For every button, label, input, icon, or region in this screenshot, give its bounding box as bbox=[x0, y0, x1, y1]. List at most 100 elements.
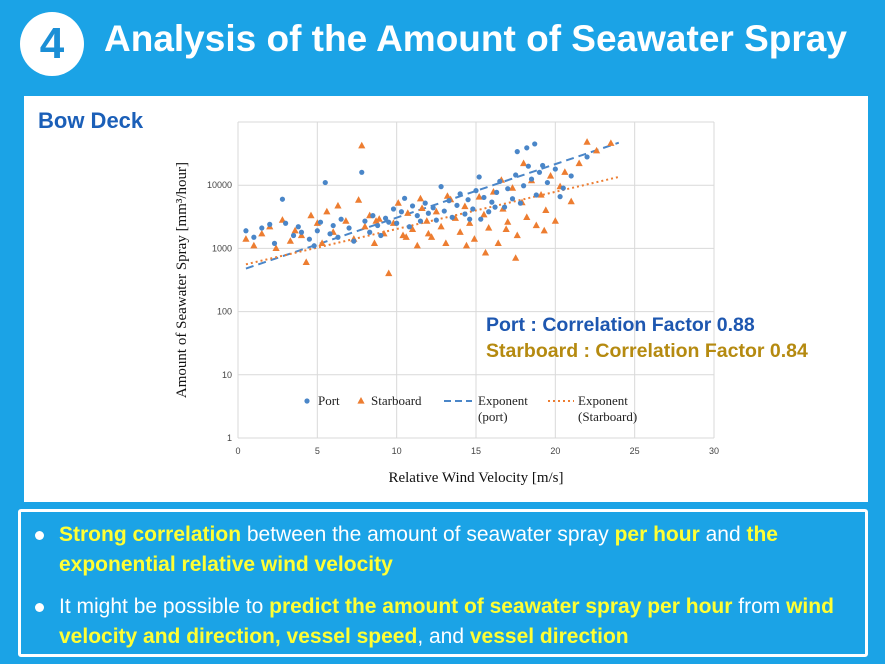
port-point bbox=[489, 199, 495, 205]
bullet-text-segment: , and bbox=[417, 625, 470, 648]
starboard-point bbox=[437, 222, 445, 230]
starboard-point bbox=[443, 192, 452, 199]
port-point bbox=[528, 176, 535, 182]
starboard-point bbox=[358, 141, 366, 149]
bullet-text-segment: It might be possible to bbox=[59, 595, 270, 618]
starboard-point bbox=[404, 209, 412, 216]
port-point bbox=[394, 220, 400, 226]
port-point bbox=[514, 149, 520, 155]
port-point bbox=[375, 222, 381, 229]
port-point bbox=[259, 225, 265, 231]
starboard-point bbox=[413, 241, 421, 249]
port-point bbox=[351, 238, 357, 244]
port-point bbox=[243, 228, 249, 234]
starboard-point bbox=[318, 239, 326, 246]
starboard-point bbox=[537, 190, 545, 198]
x-tick-label: 20 bbox=[550, 446, 560, 456]
starboard-point bbox=[462, 241, 471, 249]
port-point bbox=[473, 188, 479, 194]
port-point bbox=[532, 141, 538, 147]
starboard-point bbox=[561, 168, 569, 175]
port-point bbox=[382, 215, 389, 221]
port-point bbox=[494, 189, 500, 195]
x-tick-label: 5 bbox=[315, 446, 320, 456]
bullet-dot-icon bbox=[35, 603, 44, 612]
port-point bbox=[398, 209, 405, 215]
port-point bbox=[279, 196, 286, 202]
bullet-dot-icon bbox=[35, 531, 44, 540]
starboard-point bbox=[513, 231, 521, 239]
port-point bbox=[359, 169, 365, 175]
starboard-point bbox=[494, 239, 502, 246]
starboard-point bbox=[418, 204, 426, 211]
port-correlation-label: Port : Correlation Factor 0.88 bbox=[486, 314, 755, 336]
port-point bbox=[441, 208, 447, 214]
starboard-point bbox=[508, 184, 517, 191]
starboard-point bbox=[427, 233, 436, 240]
section-label: Bow Deck bbox=[38, 108, 144, 133]
port-point bbox=[492, 204, 498, 210]
port-point bbox=[422, 200, 428, 206]
starboard-point bbox=[532, 221, 540, 229]
starboard-point bbox=[432, 207, 440, 215]
starboard-point bbox=[323, 207, 331, 215]
port-point bbox=[540, 162, 546, 169]
starboard-point bbox=[402, 233, 410, 240]
port-point bbox=[346, 225, 352, 231]
port-point bbox=[497, 178, 503, 184]
bullet-text: It might be possible to predict the amou… bbox=[59, 592, 855, 652]
starboard-point bbox=[512, 254, 520, 261]
port-point bbox=[476, 174, 482, 180]
port-point bbox=[446, 198, 452, 204]
highlighted-text: wind velocity and direction, vessel spee… bbox=[59, 595, 834, 648]
port-point bbox=[406, 224, 412, 230]
port-point bbox=[311, 243, 317, 249]
starboard-point bbox=[480, 210, 488, 218]
starboard-point bbox=[394, 199, 402, 206]
highlighted-text: vessel direction bbox=[469, 625, 629, 648]
port-point bbox=[386, 219, 392, 225]
starboard-point bbox=[546, 171, 555, 179]
starboard-point bbox=[504, 218, 512, 225]
port-point bbox=[402, 195, 408, 201]
starboard-point bbox=[334, 201, 342, 209]
bullet-text-segment: between the amount of seawater spray bbox=[241, 523, 615, 546]
y-axis-label: Amount of Seawater Spray [mm³/hour] bbox=[174, 162, 190, 398]
starboard-point bbox=[456, 228, 464, 235]
legend-port-trend-label: (port) bbox=[478, 409, 508, 424]
starboard-point bbox=[342, 217, 350, 224]
port-point bbox=[417, 218, 424, 224]
starboard-point bbox=[258, 229, 266, 237]
starboard-point bbox=[286, 237, 294, 244]
port-point bbox=[367, 229, 373, 235]
starboard-point bbox=[523, 213, 531, 220]
page-title: Analysis of the Amount of Seawater Spray bbox=[104, 18, 847, 59]
port-point bbox=[290, 232, 297, 239]
starboard-point bbox=[540, 226, 548, 234]
legend-port-label: Port bbox=[318, 393, 340, 408]
port-point bbox=[552, 166, 558, 172]
highlighted-text: predict the amount of seawater spray per… bbox=[269, 595, 733, 618]
y-tick-label: 1 bbox=[227, 433, 232, 443]
highlighted-text: per hour bbox=[614, 523, 700, 546]
starboard-point bbox=[242, 235, 250, 242]
starboard-point bbox=[361, 222, 369, 230]
starboard-point bbox=[583, 138, 591, 145]
scatter-chart: 0 5 10 15 20 25 30 1 10 100 1000 10000 Relative Wind… bbox=[174, 121, 719, 486]
port-point bbox=[509, 196, 516, 202]
starboard-point bbox=[485, 224, 493, 231]
port-point bbox=[505, 186, 511, 192]
y-tick-label: 100 bbox=[217, 307, 232, 317]
port-point bbox=[481, 194, 487, 201]
starboard-point bbox=[567, 197, 575, 205]
legend-starboard-label: Starboard bbox=[371, 393, 422, 408]
port-point bbox=[251, 234, 257, 240]
starboard-point bbox=[442, 239, 450, 246]
legend-starboard-trend-label: (Starboard) bbox=[578, 409, 637, 424]
starboard-point bbox=[423, 217, 431, 224]
chart-panel: Bow Deck 0 5 10 15 20 25 30 1 10 100 1000 10000 Rela… bbox=[24, 96, 868, 502]
section-number-badge: 4 bbox=[20, 12, 84, 76]
starboard-point bbox=[370, 239, 379, 246]
port-point bbox=[584, 154, 590, 160]
starboard-point bbox=[385, 269, 393, 277]
